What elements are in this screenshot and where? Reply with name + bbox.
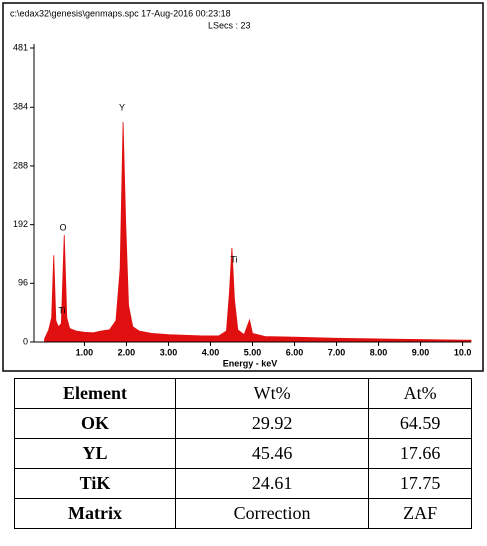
cell: Matrix: [14, 498, 176, 529]
x-tick-label: 2.00: [118, 347, 136, 357]
header-cell: At%: [368, 378, 472, 409]
x-tick-label: 9.00: [412, 347, 430, 357]
cell: 17.66: [368, 438, 472, 469]
cell: 17.75: [368, 468, 472, 499]
x-tick-label: 1.00: [76, 347, 94, 357]
cell: 45.46: [174, 438, 370, 469]
cell: ZAF: [368, 498, 472, 529]
cell: OK: [14, 408, 176, 439]
row: Matrix Correction ZAF: [14, 498, 472, 529]
x-tick-label: 7.00: [328, 347, 346, 357]
chart-frame: [2, 2, 484, 372]
y-tick-label: 481: [13, 42, 28, 52]
peak-label: Y: [119, 102, 125, 112]
cell: TiK: [14, 468, 176, 499]
cell: 29.92: [174, 408, 370, 439]
x-tick-label: 4.00: [202, 347, 220, 357]
peak-label: Ti: [230, 254, 237, 264]
cell: 24.61: [174, 468, 370, 499]
x-tick-label: 5.00: [244, 347, 262, 357]
chart-title: c:\edax32\genesis\genmaps.spc 17-Aug-201…: [10, 8, 231, 18]
y-tick-label: 0: [23, 336, 28, 346]
cell: YL: [14, 438, 176, 469]
chart: c:\edax32\genesis\genmaps.spc 17-Aug-201…: [2, 2, 484, 372]
cell: Correction: [174, 498, 370, 529]
y-tick-label: 96: [18, 278, 28, 288]
x-tick-label: 10.0: [454, 347, 472, 357]
chart-subtitle: LSecs : 23: [208, 20, 251, 30]
spectrum: [44, 121, 472, 343]
x-tick-label: 3.00: [160, 347, 178, 357]
x-tick-label: 8.00: [370, 347, 388, 357]
row: TiK 24.61 17.75: [14, 468, 472, 499]
row: YL 45.46 17.66: [14, 438, 472, 469]
row: OK 29.92 64.59: [14, 408, 472, 439]
peak-label: Ti: [58, 305, 65, 315]
x-axis-label: Energy - keV: [223, 358, 278, 368]
x-tick-label: 6.00: [286, 347, 304, 357]
y-tick-label: 192: [13, 219, 28, 229]
peak-label: O: [59, 222, 66, 232]
cell: 64.59: [368, 408, 472, 439]
header-cell: Wt%: [174, 378, 370, 409]
y-tick-label: 384: [13, 102, 28, 112]
y-tick-label: 288: [13, 160, 28, 170]
header-row: Element Wt% At%: [14, 378, 472, 409]
results-table: Element Wt% At% OK 29.92 64.59 YL 45.46 17.6…: [14, 378, 472, 529]
header-cell: Element: [14, 378, 176, 409]
